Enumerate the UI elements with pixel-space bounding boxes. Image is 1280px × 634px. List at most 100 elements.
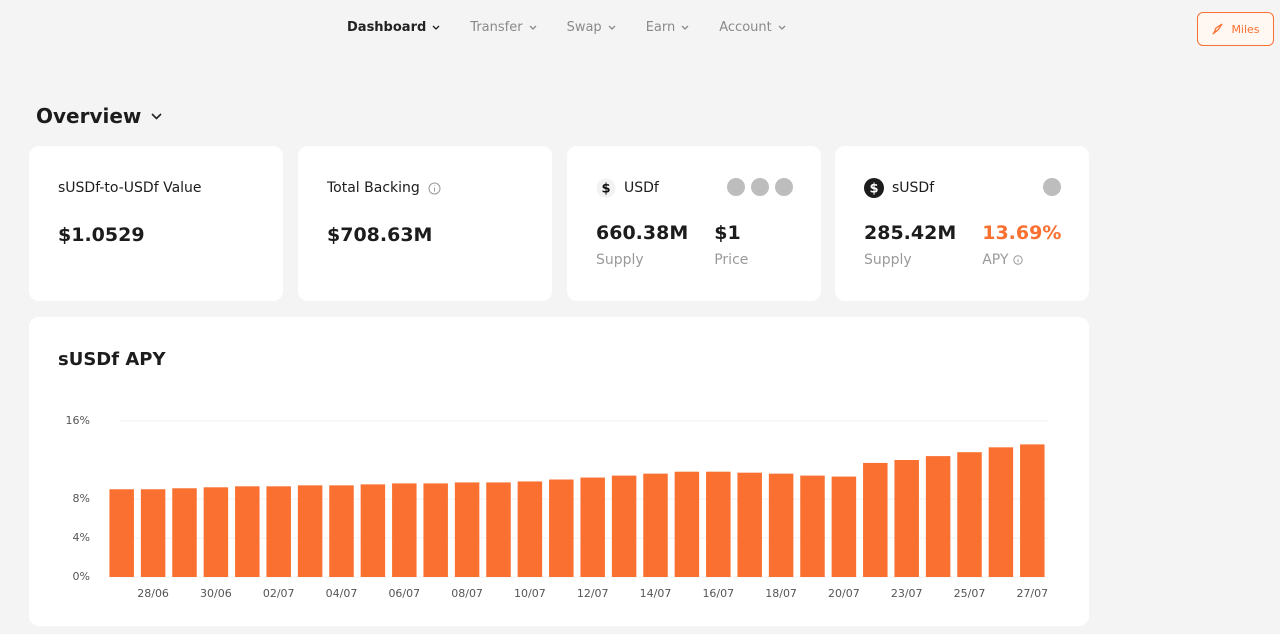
stats: 285.42M Supply 13.69% APY: [864, 222, 1061, 268]
token-icon: $: [864, 178, 884, 198]
nav-item[interactable]: Account: [719, 20, 786, 35]
section-title: Overview: [36, 104, 142, 128]
stat-card: sUSDf-to-USDf Value $1.0529: [29, 146, 283, 301]
card-label-row: $ sUSDf: [864, 178, 1060, 198]
nav-label: Swap: [566, 20, 602, 35]
x-tick-label: 27/07: [1016, 587, 1048, 600]
bar: [643, 473, 668, 577]
bar: [360, 484, 386, 577]
chart-title: sUSDf APY: [58, 349, 166, 370]
x-tick-label: 25/07: [954, 587, 986, 600]
bar: [925, 456, 951, 577]
chevron: [529, 25, 537, 30]
overview-dropdown[interactable]: Overview: [36, 104, 162, 128]
bar: [454, 482, 480, 577]
bar: [517, 481, 543, 577]
card-label-row: $ USDf: [596, 178, 792, 198]
bar: [266, 486, 291, 577]
info-icon[interactable]: [1012, 255, 1023, 265]
stat-label-row: APY: [982, 252, 1061, 268]
x-tick-label: 16/07: [702, 587, 734, 600]
nav-label: Transfer: [470, 20, 523, 35]
bar: [863, 462, 888, 577]
chart: sUSDf APY 0% 4% 8% 16% 28/06 30/06 02/07 04/07 0…: [58, 349, 1048, 600]
bar: [611, 475, 637, 577]
y-tick-label: 16%: [66, 414, 90, 427]
bar: [988, 447, 1014, 577]
bar: [1020, 444, 1045, 577]
stat-value: 285.42M: [864, 222, 957, 244]
bar: [894, 460, 919, 577]
y-tick-label: 8%: [73, 492, 90, 505]
bar: [768, 473, 794, 577]
bar: [706, 471, 731, 577]
stat: 13.69% APY: [982, 222, 1061, 268]
source-icons: [1043, 178, 1061, 196]
x-tick-label: 08/07: [451, 587, 483, 600]
x-tick-label: 20/07: [828, 587, 860, 600]
card-value: $1.0529: [58, 224, 145, 246]
bar: [140, 489, 166, 577]
stat: $1 Price: [714, 222, 748, 268]
chevron: [432, 25, 440, 30]
miles-button[interactable]: Miles: [1197, 12, 1274, 46]
nav-item[interactable]: Dashboard: [347, 20, 440, 35]
x-tick-label: 23/07: [891, 587, 923, 600]
stat-label: Supply: [864, 252, 912, 268]
bar: [674, 471, 700, 577]
card-label: sUSDf: [892, 180, 935, 196]
source-icons: [727, 178, 793, 196]
chart-card: sUSDf APY 0% 4% 8% 16% 28/06 30/06 02/07 04/07 0…: [29, 317, 1089, 626]
card-label: Total Backing: [327, 180, 420, 196]
bar: [423, 483, 448, 577]
chevron: [681, 25, 689, 30]
stats: 660.38M Supply $1 Price: [596, 222, 792, 268]
x-tick-label: 18/07: [765, 587, 797, 600]
stat-label: APY: [982, 252, 1009, 268]
bar: [580, 477, 605, 577]
bar: [203, 487, 229, 577]
icon[interactable]: [775, 178, 793, 196]
nav-label: Account: [719, 20, 772, 35]
bar: [235, 486, 260, 577]
nav-item[interactable]: Earn: [646, 20, 690, 35]
svg-text:$: $: [869, 182, 878, 197]
x-tick-label: 12/07: [577, 587, 609, 600]
x-tick-label: 14/07: [640, 587, 672, 600]
bar: [831, 476, 857, 577]
stat: 660.38M Supply: [596, 222, 688, 268]
info-icon[interactable]: [428, 182, 441, 195]
bar: [549, 479, 574, 577]
y-tick-label: 0%: [73, 570, 90, 583]
bar: [392, 483, 417, 577]
card-label: USDf: [624, 180, 659, 196]
stat-value: $1: [714, 222, 741, 244]
bar: [297, 485, 323, 577]
y-tick-label: 4%: [73, 531, 90, 544]
chevron: [151, 112, 162, 120]
chevron: [778, 25, 786, 30]
bar: [800, 475, 825, 577]
bar: [486, 482, 511, 577]
icon[interactable]: [727, 178, 745, 196]
stat-label: Supply: [596, 252, 644, 268]
bar: [109, 489, 134, 577]
stat-value: 660.38M: [596, 222, 689, 244]
svg-text:$: $: [601, 182, 610, 197]
x-tick-label: 30/06: [200, 587, 232, 600]
bar: [737, 472, 762, 577]
icon[interactable]: [1043, 178, 1061, 196]
button-label: Miles: [1231, 22, 1260, 36]
x-tick-label: 04/07: [326, 587, 358, 600]
stat-card: Total Backing $708.63M: [298, 146, 552, 301]
x-tick-label: 02/07: [263, 587, 295, 600]
nav-item[interactable]: Transfer: [470, 20, 537, 35]
icon[interactable]: [751, 178, 769, 196]
card-label-row: Total Backing: [327, 178, 523, 198]
stat-card: $ USDf 660.38M Supply $1 Price: [567, 146, 821, 301]
nav-item[interactable]: Swap: [567, 20, 616, 35]
bar: [329, 485, 354, 577]
nav: Dashboard Transfer Swap Earn Account: [347, 20, 786, 35]
nav-label: Dashboard: [347, 20, 427, 35]
